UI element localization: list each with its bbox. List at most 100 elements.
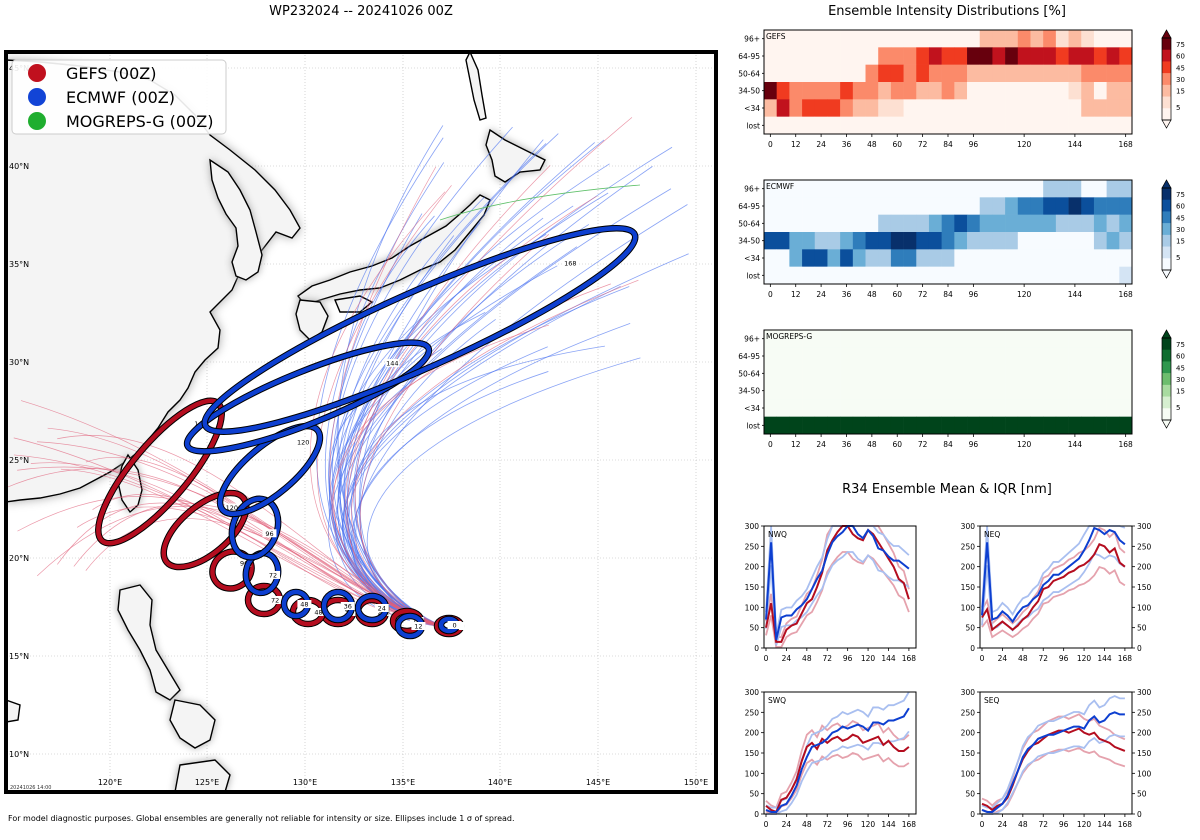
- r34-iqr-line: [981, 695, 1125, 809]
- heatmap-cell: [1005, 82, 1019, 100]
- heatmap-cell: [1030, 64, 1044, 83]
- ensemble-track: [351, 279, 639, 628]
- colorbar-segment: [1162, 73, 1171, 86]
- heatmap-cell: [1081, 266, 1095, 285]
- heatmap-panel-ecmwf: 96+ 64-95 50-64 34-50 <34 lost ECMWF 0 12 24 36 48 6…: [738, 179, 1185, 299]
- colorbar-tick-label: 15: [1176, 388, 1185, 396]
- heatmap-xtick-label: 168: [1118, 140, 1133, 149]
- heatmap-cell: [916, 47, 930, 65]
- heatmap-cell: [878, 232, 892, 250]
- heatmap-cell: [954, 30, 968, 48]
- heatmap-cell: [992, 30, 1006, 48]
- r34-xtick-label: 24: [998, 820, 1008, 829]
- r34-xtick-label: 144: [1097, 820, 1112, 829]
- heatmap-cell: [1081, 47, 1095, 65]
- heatmap-xtick-label: 60: [892, 140, 902, 149]
- legend-marker-gefs: [28, 64, 46, 82]
- heatmap-cell: [764, 214, 777, 233]
- heatmap-cell: [992, 330, 1006, 348]
- heatmap-cell: [890, 330, 904, 348]
- heatmap-cell: [979, 266, 993, 285]
- heatmap-cell: [1055, 249, 1069, 267]
- r34-panel-swq: SWQ 0 24 48 72 96 120 144 168 0 50 100 150 200 250 300: [745, 688, 917, 829]
- heatmap-cell: [852, 64, 866, 83]
- heatmap-cell: [789, 197, 803, 215]
- heatmap-cell: [814, 99, 828, 117]
- r34-xtick-label: 96: [1059, 820, 1069, 829]
- r34-ytick-label: 300: [745, 688, 760, 697]
- heatmap-cell: [979, 180, 993, 198]
- heatmap-cell: [1017, 197, 1031, 215]
- heatmap-cell: [916, 64, 930, 83]
- heatmap-panel-mogreps-g: 96+ 64-95 50-64 34-50 <34 lost MOGREPS-G 0 12 24 3…: [738, 329, 1185, 449]
- heatmap-cell: [1030, 99, 1044, 117]
- heatmap-cell: [1093, 399, 1107, 417]
- heatmap-cell: [852, 214, 866, 233]
- gefs-ellipse-label-bg: [311, 608, 326, 616]
- r34-ytick-label-left: 200: [961, 563, 976, 572]
- colorbar-tick-label: 5: [1176, 104, 1180, 112]
- heatmap-cell: [903, 214, 917, 233]
- heatmap-cell: [1017, 116, 1031, 135]
- heatmap-row-label: 64-95: [738, 352, 760, 361]
- heatmap-cell: [840, 82, 854, 100]
- heatmap-cell: [1106, 347, 1120, 365]
- heatmap-cell: [776, 399, 790, 417]
- heatmap-cell: [928, 30, 942, 48]
- heatmap-cell: [1081, 82, 1095, 100]
- heatmap-cell: [789, 232, 803, 250]
- heatmap-cell: [1030, 47, 1044, 65]
- track-map: 0122436487296120144012243648729612014416…: [4, 50, 718, 794]
- ecmwf-ellipse-label-bg: [340, 602, 355, 610]
- heatmap-cell: [1030, 382, 1044, 400]
- heatmap-cell: [1093, 330, 1107, 348]
- heatmap-cell: [1093, 82, 1107, 100]
- heatmap-cell: [903, 232, 917, 250]
- heatmap-cell: [1119, 347, 1133, 365]
- heatmap-cell: [967, 330, 981, 348]
- heatmap-cell: [1081, 99, 1095, 117]
- heatmap-cell: [979, 399, 993, 417]
- colorbar-segment: [1162, 223, 1171, 236]
- heatmap-cell: [840, 416, 854, 435]
- r34-iqr-line: [981, 526, 1126, 626]
- heatmap-cell: [1017, 416, 1031, 435]
- r34-xtick-label: 96: [843, 654, 853, 663]
- heatmap-cell: [979, 249, 993, 267]
- heatmap-cell: [1017, 382, 1031, 400]
- heatmap-cell: [789, 30, 803, 48]
- heatmap-cell: [903, 64, 917, 83]
- heatmap-cell: [903, 197, 917, 215]
- ecmwf-ellipse-label: 0: [453, 622, 457, 630]
- heatmap-panel-gefs: 96+ 64-95 50-64 34-50 <34 lost GEFS 0 12 24 36 48 60…: [738, 29, 1185, 149]
- gefs-ellipse-label-bg: [224, 503, 239, 512]
- r34-iqr-line: [765, 525, 910, 639]
- heatmap-cell: [827, 180, 841, 198]
- longitude-labels: 120°E 125°E 130°E 135°E 140°E 145°E 150°E: [98, 778, 708, 787]
- heatmap-cell: [1119, 364, 1133, 383]
- heatmap-cell: [941, 214, 955, 233]
- lat-label: 10°N: [9, 750, 29, 759]
- gefs-ellipse-label: 120: [226, 504, 238, 512]
- ensemble-track: [354, 196, 597, 628]
- heatmap-cell: [1093, 116, 1107, 135]
- heatmap-cell: [1055, 30, 1069, 48]
- r34-ytick-label: 300: [1137, 688, 1152, 697]
- colorbar-arrow-top: [1161, 329, 1172, 339]
- heatmap-cell: [1030, 364, 1044, 383]
- colorbar-arrow-bottom: [1161, 419, 1172, 429]
- heatmap-xtick-label: 60: [892, 290, 902, 299]
- heatmap-cell: [878, 416, 892, 435]
- heatmap-xtick-label: 144: [1068, 290, 1083, 299]
- heatmap-cell: [776, 266, 790, 285]
- heatmap-cell: [840, 347, 854, 365]
- heatmap-cell: [890, 64, 904, 83]
- heatmap-cell: [1068, 116, 1082, 135]
- heatmap-cell: [928, 364, 942, 383]
- heatmap-cell: [827, 197, 841, 215]
- r34-xtick-label: 144: [881, 654, 896, 663]
- heatmap-cell: [1068, 82, 1082, 100]
- heatmap-cell: [967, 47, 981, 65]
- heatmap-xtick-label: 60: [892, 440, 902, 449]
- lat-label: 15°N: [9, 652, 29, 661]
